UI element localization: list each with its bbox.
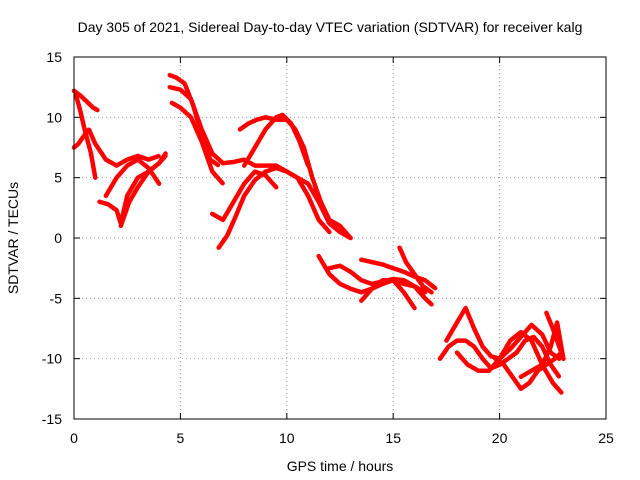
y-tick-label: 15 (46, 49, 62, 65)
series-arc-13 (241, 112, 311, 168)
y-tick-label: -10 (42, 351, 62, 367)
x-tick-label: 10 (279, 430, 295, 446)
y-tick-label: -5 (50, 290, 63, 306)
x-tick-label: 5 (177, 430, 185, 446)
series-arc-19 (437, 334, 562, 380)
series-arc-24 (544, 310, 566, 361)
series-arc-17 (359, 277, 417, 311)
x-tick-label: 0 (70, 430, 78, 446)
y-tick-label: -15 (42, 411, 62, 427)
series-arc-22 (493, 350, 564, 392)
series-arc-6 (118, 153, 168, 229)
series-arc-11 (216, 165, 353, 250)
x-tick-label: 20 (492, 430, 508, 446)
series-arc-18 (397, 245, 434, 295)
x-axis-label: GPS time / hours (287, 458, 394, 474)
data-series (71, 72, 566, 395)
axis-ticks: 0 5 10 15 20 25 -15 -10 -5 0 5 10 15 (42, 49, 614, 446)
grid (74, 57, 606, 419)
y-tick-label: 5 (54, 170, 62, 186)
series-arc-10 (210, 169, 279, 223)
series-arc-9 (169, 100, 226, 186)
x-tick-label: 25 (598, 430, 614, 446)
series-arc-16 (359, 257, 439, 291)
series-arc-8 (167, 84, 332, 235)
series-arc-2 (71, 127, 162, 168)
plot-frame (73, 56, 607, 420)
y-axis-label: SDTVAR / TECUs (5, 182, 21, 294)
series-arc-3 (73, 93, 98, 180)
series-arc-23 (518, 320, 566, 380)
y-tick-label: 10 (46, 109, 62, 125)
series-arc-21 (454, 329, 564, 395)
chart-title: Day 305 of 2021, Sidereal Day-to-day VTE… (78, 19, 583, 35)
x-tick-label: 15 (385, 430, 401, 446)
y-tick-label: 0 (54, 230, 62, 246)
series-arc-1 (71, 88, 100, 113)
